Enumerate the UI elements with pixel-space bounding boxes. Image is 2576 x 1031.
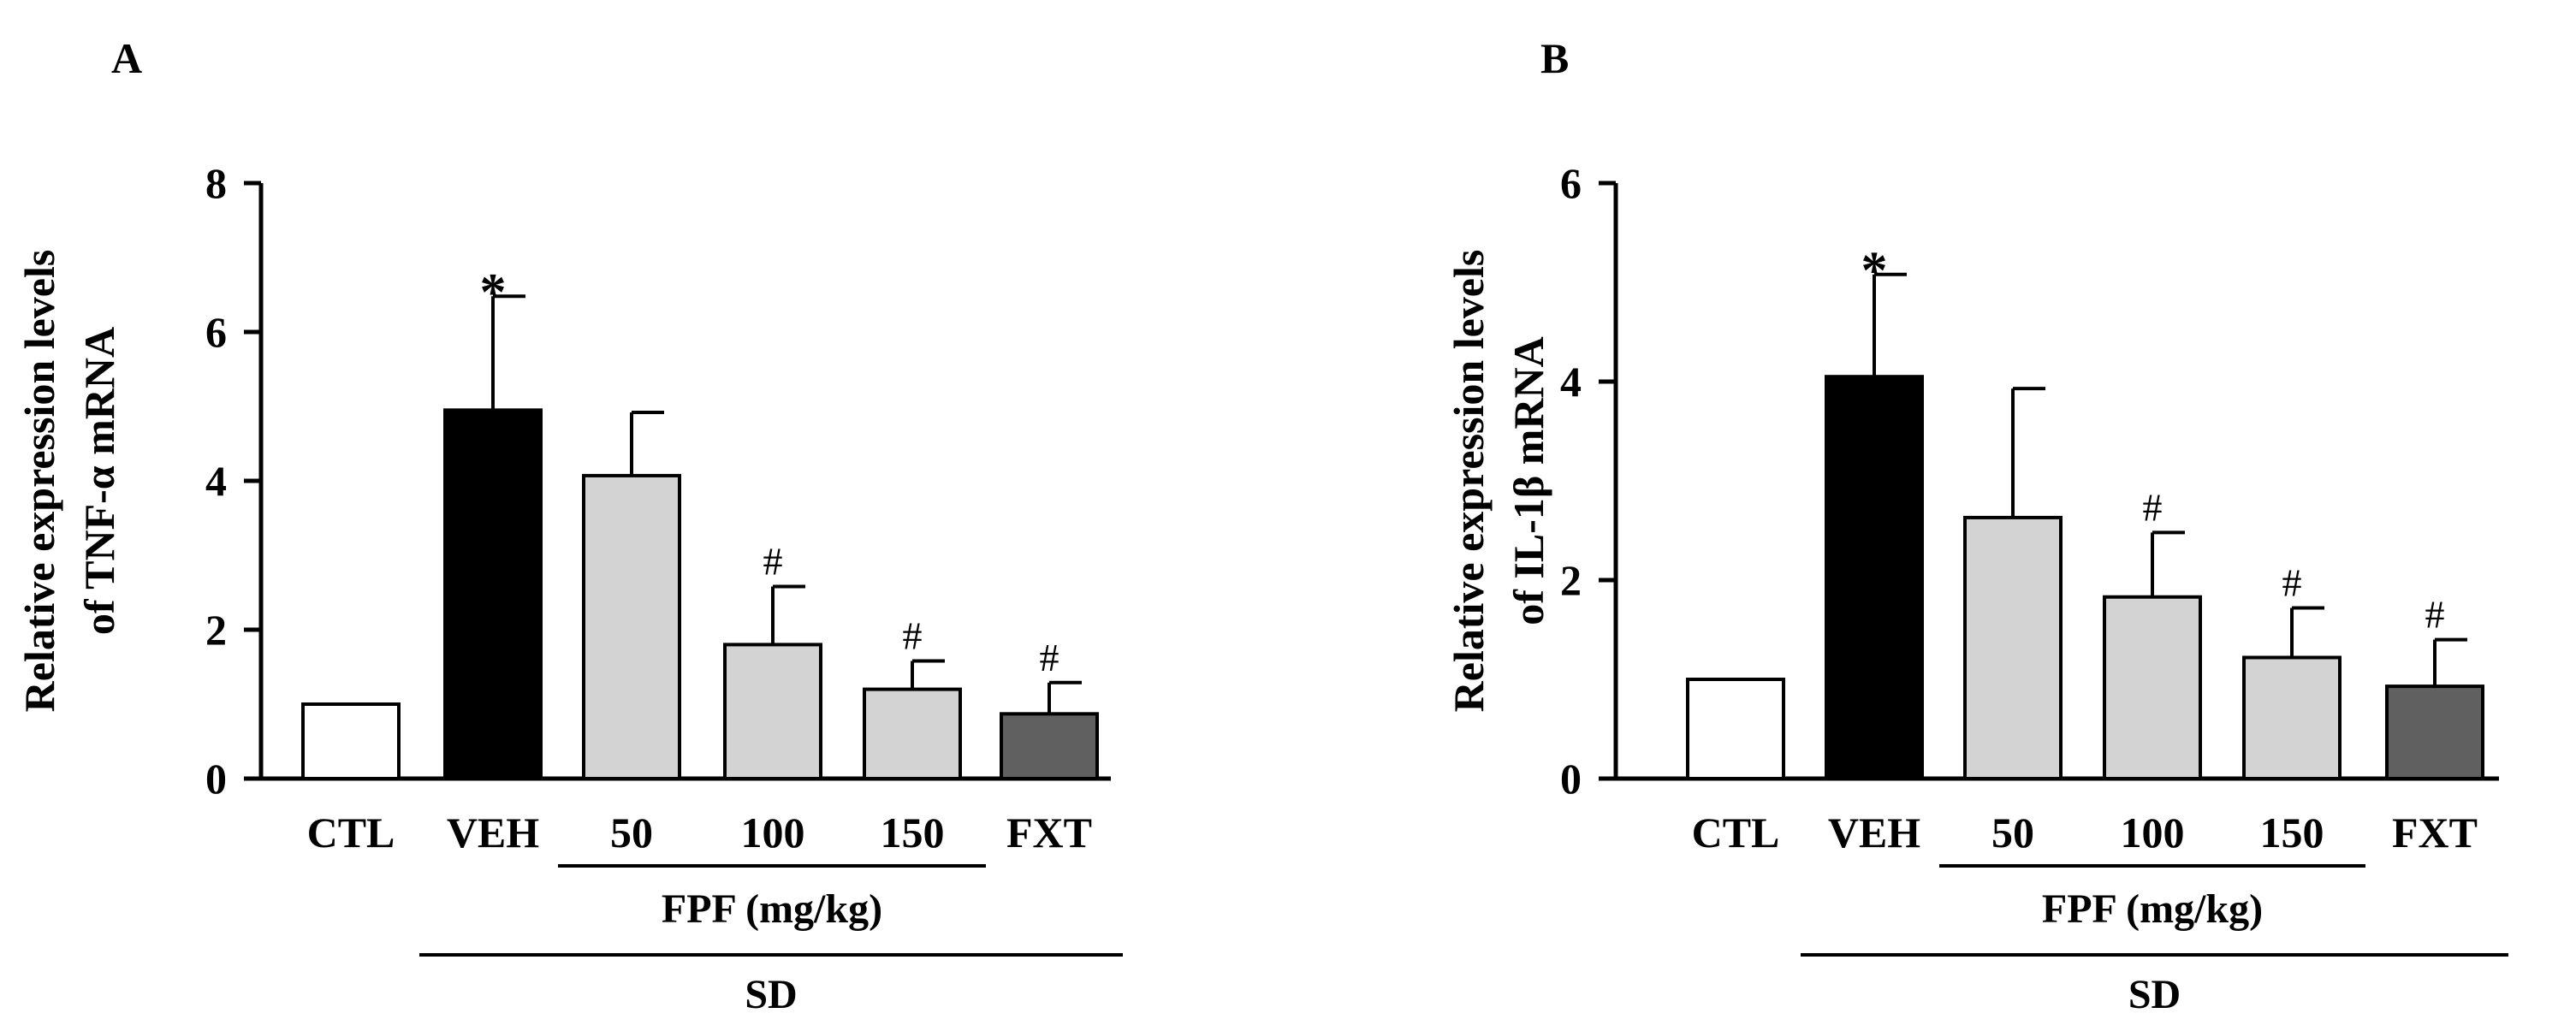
bar [2385,684,2484,780]
significance-mark: # [1040,636,1059,679]
bar [2103,595,2202,780]
group-label: SD [2128,972,2181,1017]
bar [443,408,543,780]
bar [301,702,401,780]
y-axis-label-line: of TNF-α mRNA [75,327,123,635]
category-label: 50 [610,809,653,856]
group-label: FPF (mg/kg) [2042,886,2263,932]
y-tick-label: 0 [1560,755,1582,803]
panel-a: A Relative expression levels of TNF-α mRNA… [15,34,1123,1017]
category-label: CTL [1692,809,1780,856]
significance-mark: * [1861,242,1888,300]
y-axis-label-line: Relative expression levels [15,250,63,713]
significance-mark: # [763,540,783,584]
significance-mark: * [480,264,507,322]
y-tick-label: 0 [205,755,227,803]
bar [1000,712,1099,780]
y-axis-label-line: Relative expression levels [1445,250,1493,713]
category-label: 100 [741,809,805,856]
bar [1686,678,1785,780]
group-label: FPF (mg/kg) [662,886,882,932]
category-label: 50 [1991,809,2034,856]
bar [2242,655,2342,780]
significance-mark: # [2282,560,2302,604]
y-tick-label: 6 [205,308,227,356]
group-label: SD [745,972,797,1017]
category-label: FXT [1006,809,1092,856]
bar [1963,515,2063,780]
y-tick-label: 4 [205,457,227,505]
y-tick-label: 6 [1560,159,1582,207]
significance-mark: # [2425,593,2445,637]
panel-label: B [1540,34,1569,82]
category-label: 150 [881,809,945,856]
bar [723,643,822,781]
panel-b: B Relative expression levels of IL-1β mRNA… [1445,34,2508,1017]
y-axis-label-line: of IL-1β mRNA [1505,336,1552,625]
bar [1825,375,1924,780]
panel-label: A [111,34,142,82]
significance-mark: # [903,614,923,658]
category-label: FXT [2392,809,2478,856]
category-label: 100 [2121,809,2185,856]
bar [582,473,681,780]
category-label: 150 [2260,809,2324,856]
y-tick-label: 4 [1560,358,1582,406]
y-tick-label: 2 [205,606,227,654]
y-tick-label: 8 [205,159,227,207]
y-tick-label: 2 [1560,556,1582,604]
category-label: VEH [447,809,539,856]
bar [863,687,962,780]
significance-mark: # [2143,485,2163,529]
category-label: VEH [1828,809,1920,856]
category-label: CTL [307,809,395,856]
